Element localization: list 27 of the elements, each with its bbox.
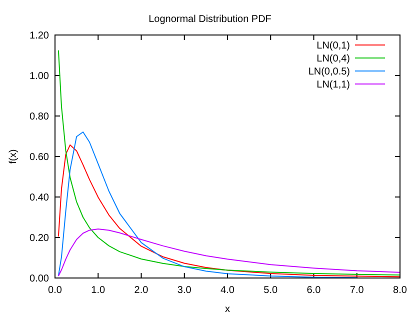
legend-label: LN(0,4) <box>316 54 350 64</box>
x-tick-label: 1.0 <box>91 285 106 296</box>
y-tick-label: 0.80 <box>30 112 50 122</box>
y-tick-label: 1.00 <box>30 71 50 82</box>
x-axis-title: x <box>225 304 230 315</box>
y-tick-label: 0.20 <box>30 233 50 244</box>
chart-title: Lognormal Distribution PDF <box>148 14 272 25</box>
x-tick-label: 6.0 <box>306 285 322 296</box>
line-series <box>58 228 400 276</box>
x-tick-label: 5.0 <box>264 285 278 296</box>
y-tick-label: 0.60 <box>30 152 50 163</box>
x-tick-label: 8.0 <box>393 285 408 296</box>
x-tick-label: 3.0 <box>177 285 192 296</box>
line-series <box>58 50 400 276</box>
x-tick-label: 7.0 <box>350 285 364 296</box>
line-series <box>58 132 358 278</box>
legend-label: LN(1,1) <box>316 80 350 90</box>
line-series <box>58 144 400 278</box>
y-tick-label: 0.00 <box>30 274 50 284</box>
legend-label: LN(0,0.5) <box>308 66 350 78</box>
x-tick-label: 4.0 <box>220 285 235 296</box>
x-tick-label: 0.0 <box>48 285 62 296</box>
y-tick-label: 0.40 <box>30 192 50 204</box>
legend-label: LN(0,1) <box>316 40 350 52</box>
y-axis-title: f(x) <box>8 149 19 164</box>
x-tick-label: 2.0 <box>134 285 149 296</box>
y-tick-label: 1.20 <box>30 30 50 42</box>
